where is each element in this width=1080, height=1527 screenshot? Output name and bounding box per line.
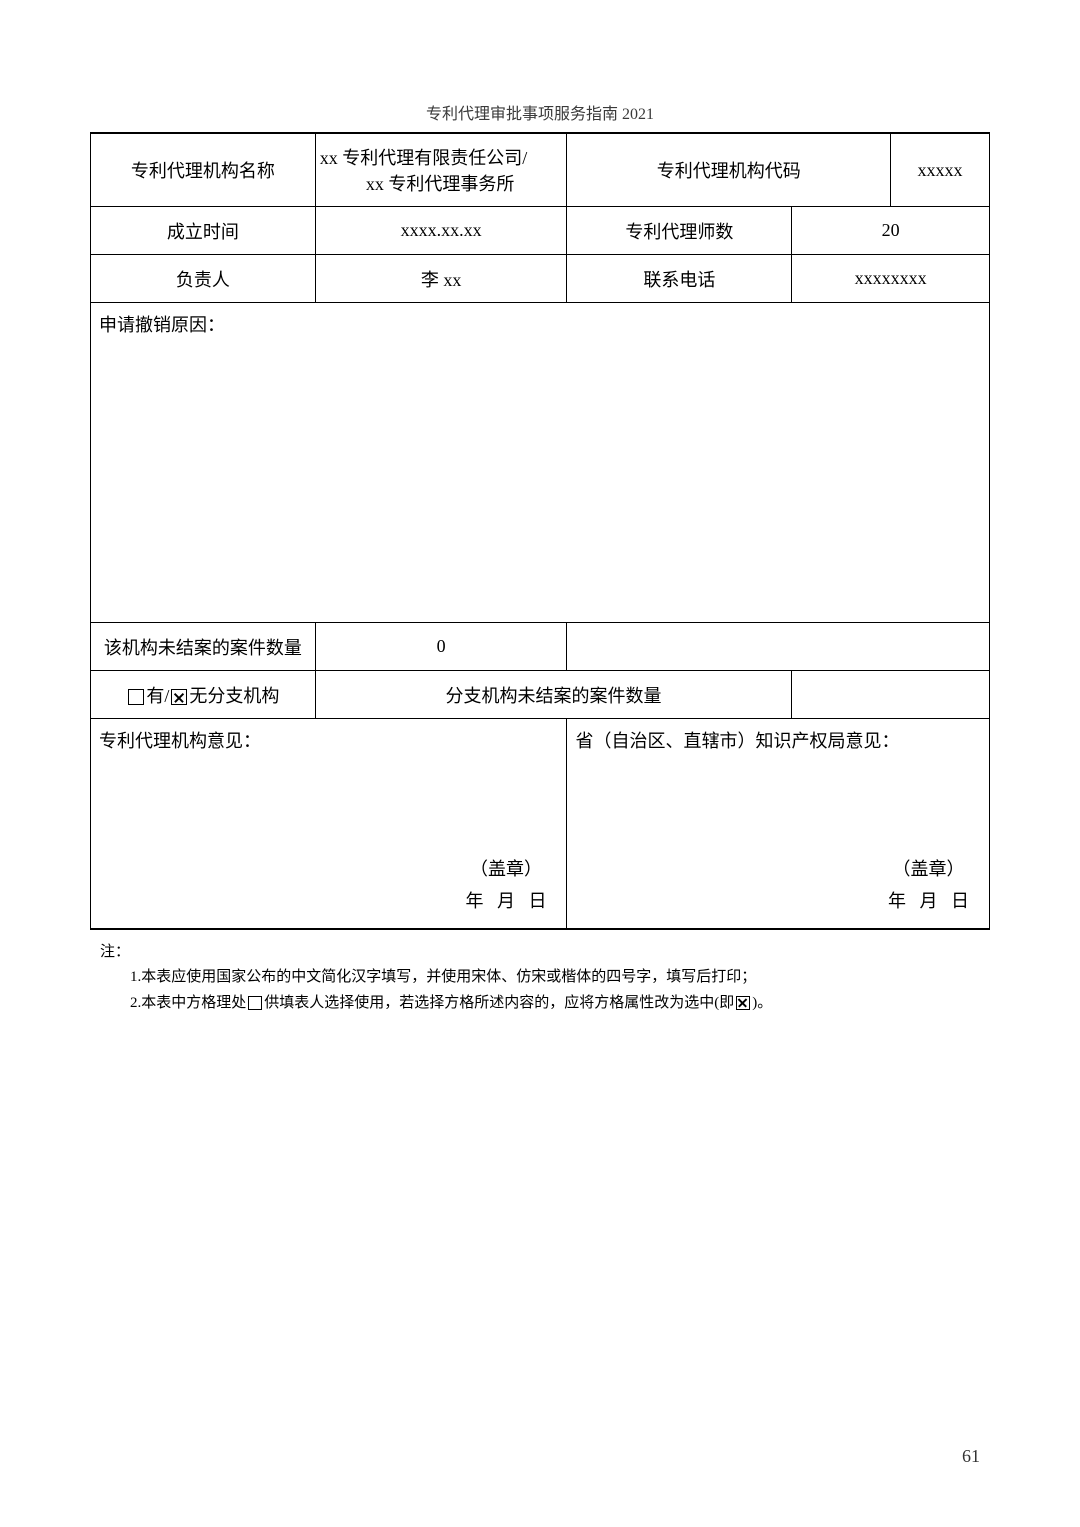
label-pending: 该机构未结案的案件数量 <box>91 623 316 671</box>
agency-name-line1: xx 专利代理有限责任公司/ <box>320 148 528 168</box>
value-branch-pending <box>792 671 990 719</box>
value-person: 李 xx <box>315 255 567 303</box>
province-day: 日 <box>951 891 969 911</box>
label-founded: 成立时间 <box>91 207 316 255</box>
province-date: 年 月 日 <box>888 885 969 917</box>
document-header: 专利代理审批事项服务指南 2021 <box>90 100 990 124</box>
notes-item-2-suffix: )。 <box>752 995 772 1011</box>
agency-seal: （盖章） <box>465 853 546 885</box>
checkbox-none-label: 无 <box>189 686 207 706</box>
agency-opinion-cell: 专利代理机构意见： （盖章） 年 月 日 <box>91 719 567 929</box>
row-opinions: 专利代理机构意见： （盖章） 年 月 日 省（自治区、直辖市）知识产权局意见： … <box>91 719 990 929</box>
label-agency-opinion: 专利代理机构意见： <box>99 731 261 751</box>
label-phone: 联系电话 <box>567 255 792 303</box>
checkbox-has-icon[interactable] <box>128 689 144 705</box>
value-agent-count: 20 <box>792 207 990 255</box>
province-month: 月 <box>920 891 938 911</box>
notes-item-2-prefix: 2.本表中方格理处 <box>130 995 246 1011</box>
notes-label: 注： <box>100 944 130 960</box>
agency-date: 年 月 日 <box>465 885 546 917</box>
label-person: 负责人 <box>91 255 316 303</box>
label-agency-name: 专利代理机构名称 <box>91 133 316 207</box>
value-agency-code: xxxxx <box>891 133 990 207</box>
notes-item-2: 2.本表中方格理处 供填表人选择使用，若选择方格所述内容的，应将方格属性改为选中(… <box>100 991 990 1017</box>
province-seal: （盖章） <box>888 853 969 885</box>
form-table: 专利代理机构名称 xx 专利代理有限责任公司/ xx 专利代理事务所 专利代理机… <box>90 132 990 930</box>
pending-blank <box>567 623 990 671</box>
agency-name-line2: xx 专利代理事务所 <box>320 170 561 196</box>
value-founded: xxxx.xx.xx <box>315 207 567 255</box>
branch-checkbox-cell: 有/无分支机构 <box>91 671 316 719</box>
label-reason: 申请撤销原因： <box>99 315 225 335</box>
reason-cell: 申请撤销原因： <box>91 303 990 623</box>
row-pending: 该机构未结案的案件数量 0 <box>91 623 990 671</box>
branch-suffix: 分支机构 <box>207 686 279 706</box>
value-phone: xxxxxxxx <box>792 255 990 303</box>
label-agency-code: 专利代理机构代码 <box>567 133 891 207</box>
notes-section: 注： 1.本表应使用国家公布的中文简化汉字填写，并使用宋体、仿宋或楷体的四号字，… <box>90 940 990 1017</box>
notes-item-1: 1.本表应使用国家公布的中文简化汉字填写，并使用宋体、仿宋或楷体的四号字，填写后… <box>100 965 990 991</box>
label-province-opinion: 省（自治区、直辖市）知识产权局意见： <box>575 731 899 751</box>
value-pending: 0 <box>315 623 567 671</box>
checkbox-has-label: 有 <box>146 686 164 706</box>
agency-day: 日 <box>528 891 546 911</box>
notes-item-2-mid: 供填表人选择使用，若选择方格所述内容的，应将方格属性改为选中(即 <box>264 995 734 1011</box>
page-number: 61 <box>962 1446 980 1467</box>
value-agency-name: xx 专利代理有限责任公司/ xx 专利代理事务所 <box>315 133 567 207</box>
label-agent-count: 专利代理师数 <box>567 207 792 255</box>
province-opinion-cell: 省（自治区、直辖市）知识产权局意见： （盖章） 年 月 日 <box>567 719 990 929</box>
unchecked-box-icon <box>248 996 262 1010</box>
row-person: 负责人 李 xx 联系电话 xxxxxxxx <box>91 255 990 303</box>
province-year: 年 <box>888 891 906 911</box>
checked-box-icon <box>736 996 750 1010</box>
agency-month: 月 <box>497 891 515 911</box>
checkbox-none-icon[interactable] <box>171 689 187 705</box>
row-agency-name: 专利代理机构名称 xx 专利代理有限责任公司/ xx 专利代理事务所 专利代理机… <box>91 133 990 207</box>
label-branch-pending: 分支机构未结案的案件数量 <box>315 671 791 719</box>
row-branch: 有/无分支机构 分支机构未结案的案件数量 <box>91 671 990 719</box>
agency-year: 年 <box>465 891 483 911</box>
row-reason: 申请撤销原因： <box>91 303 990 623</box>
row-founded: 成立时间 xxxx.xx.xx 专利代理师数 20 <box>91 207 990 255</box>
